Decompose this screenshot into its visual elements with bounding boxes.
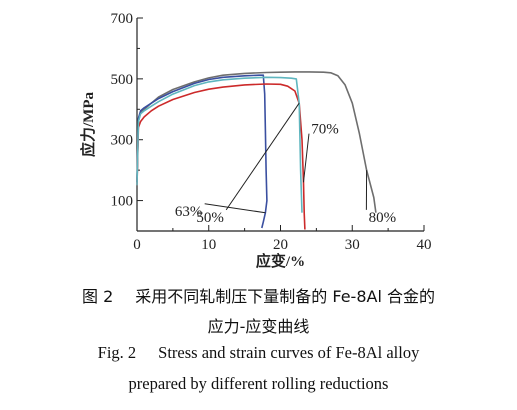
x-tick-label: 40 xyxy=(417,237,432,253)
figure-number-en: Fig. 2 xyxy=(97,343,137,362)
x-tick-label: 20 xyxy=(273,237,288,253)
y-tick-label: 100 xyxy=(111,194,134,210)
figure-title-en-line1: Stress and strain curves of Fe-8Al alloy xyxy=(158,343,420,362)
y-tick-label: 700 xyxy=(111,11,134,27)
y-axis-title: 应力/MPa xyxy=(79,92,97,157)
figure-caption-en-line2: prepared by different rolling reductions xyxy=(128,374,389,393)
annotation-leader-line xyxy=(302,133,310,183)
figure-caption-cn-line1: 图 2 采用不同轧制压下量制备的 Fe-8Al 合金的 xyxy=(0,283,517,307)
figure-title-cn-line1: 采用不同轧制压下量制备的 Fe-8Al 合金的 xyxy=(135,287,435,306)
curve-label: 50% xyxy=(196,210,224,226)
stress-strain-chart: 0 10 20 30 40 100 300 500 700 63%50% 70% 80% 应变/% 应… xyxy=(79,11,432,270)
x-tick-label: 30 xyxy=(345,237,360,253)
y-tick-label: 500 xyxy=(111,72,134,88)
series-line-63pct xyxy=(136,74,268,229)
curve-label: 80% xyxy=(369,210,397,226)
y-tick-label: 300 xyxy=(111,133,134,149)
annotation-leader-line xyxy=(204,203,266,214)
x-axis-title: 应变/% xyxy=(256,252,305,270)
curve-label: 70% xyxy=(311,122,339,138)
figure-number-cn: 图 2 xyxy=(82,287,114,306)
series-line-50pct xyxy=(136,76,303,213)
figure-caption-en-line1: Fig. 2 Stress and strain curves of Fe-8Al… xyxy=(0,343,517,363)
x-tick-label: 10 xyxy=(201,237,216,253)
series-line-70pct xyxy=(136,83,306,230)
curve-label: 63% xyxy=(175,204,203,220)
annotation-leader-line xyxy=(225,102,300,211)
figure-caption-cn-line2: 应力-应变曲线 xyxy=(207,317,310,336)
x-tick-label: 0 xyxy=(133,237,141,253)
